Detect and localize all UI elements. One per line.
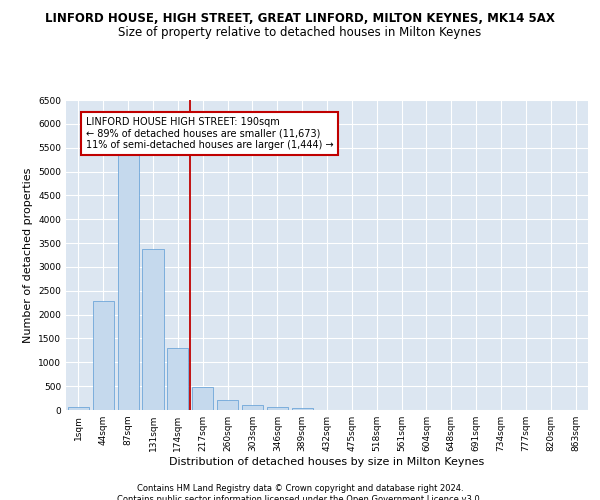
Bar <box>68 406 89 410</box>
X-axis label: Distribution of detached houses by size in Milton Keynes: Distribution of detached houses by size … <box>169 457 485 467</box>
Bar <box>167 348 188 410</box>
Bar <box>267 407 288 410</box>
Text: Size of property relative to detached houses in Milton Keynes: Size of property relative to detached ho… <box>118 26 482 39</box>
Bar <box>242 405 263 410</box>
Bar <box>118 152 139 410</box>
Bar <box>217 400 238 410</box>
Bar <box>142 249 164 410</box>
Text: Contains HM Land Registry data © Crown copyright and database right 2024.: Contains HM Land Registry data © Crown c… <box>137 484 463 493</box>
Text: LINFORD HOUSE, HIGH STREET, GREAT LINFORD, MILTON KEYNES, MK14 5AX: LINFORD HOUSE, HIGH STREET, GREAT LINFOR… <box>45 12 555 26</box>
Bar <box>192 387 213 410</box>
Bar <box>93 302 114 410</box>
Y-axis label: Number of detached properties: Number of detached properties <box>23 168 32 342</box>
Text: LINFORD HOUSE HIGH STREET: 190sqm
← 89% of detached houses are smaller (11,673)
: LINFORD HOUSE HIGH STREET: 190sqm ← 89% … <box>86 116 334 150</box>
Text: Contains public sector information licensed under the Open Government Licence v3: Contains public sector information licen… <box>118 495 482 500</box>
Bar <box>292 408 313 410</box>
